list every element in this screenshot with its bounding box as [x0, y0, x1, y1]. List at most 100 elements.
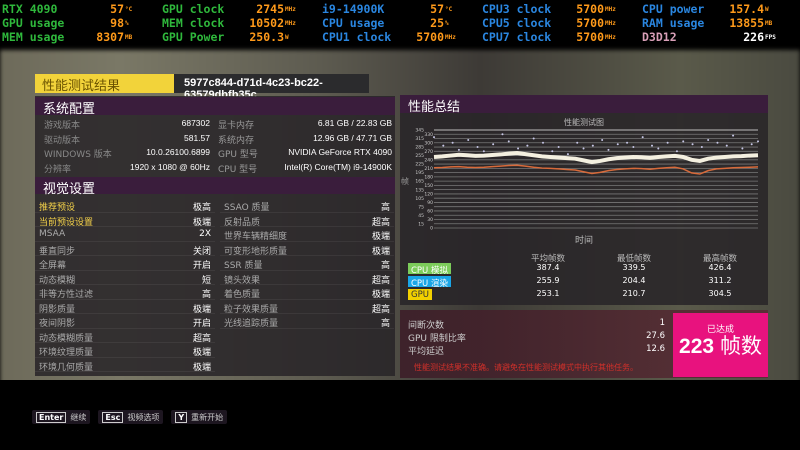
- setting-label: 动态模糊: [39, 275, 76, 286]
- scatter-point: [566, 153, 569, 156]
- system-label: 系统内存: [218, 135, 255, 146]
- overlay-row: MEM clock 10502MHz: [162, 16, 296, 31]
- setting-label: 垂直同步: [39, 246, 76, 257]
- setting-label: 全屏幕: [39, 261, 67, 271]
- hint-y[interactable]: Y 重新开始: [171, 410, 228, 424]
- y-tick-label: 270: [424, 149, 433, 155]
- scatter-point: [467, 138, 470, 141]
- y-tick-label: 150: [424, 183, 433, 189]
- stat-value: 387.4: [536, 263, 560, 272]
- series-line-1: [433, 164, 759, 175]
- overlay-label: GPU clock: [162, 2, 225, 16]
- overlay-unit: %: [445, 20, 449, 27]
- overlay-value: 98: [110, 16, 124, 30]
- scatter-point: [700, 146, 703, 149]
- setting-row: 全屏幕 开启: [35, 256, 215, 271]
- setting-label: 动态模糊质量: [39, 333, 94, 344]
- system-value: 581.57: [184, 132, 210, 143]
- setting-label: 可变形地形质量: [224, 246, 288, 257]
- setting-value: 关闭: [192, 246, 211, 257]
- setting-label: 非等方性过滤: [39, 290, 94, 300]
- scatter-point: [482, 150, 485, 153]
- overlay-unit: MHz: [605, 20, 616, 27]
- visual-settings-header: 视觉设置: [35, 177, 395, 197]
- y-tick-label: 225: [415, 162, 424, 168]
- scatter-point: [682, 140, 685, 143]
- badge-value: 223: [679, 335, 715, 358]
- overlay-row: i9-14900K 57°C: [322, 2, 452, 17]
- overlay-label: CPU1 clock: [322, 30, 392, 44]
- column-header: 平均帧数: [530, 254, 565, 264]
- setting-value: 高: [380, 261, 390, 271]
- scatter-point: [476, 146, 479, 149]
- system-label: WINDOWS 版本: [44, 150, 112, 160]
- scatter-point: [716, 141, 719, 144]
- overlay-unit: MHz: [605, 34, 616, 41]
- column-header: 最高帧数: [702, 254, 737, 264]
- setting-value: 短: [201, 275, 211, 286]
- legend-cpu-模拟: CPU 模拟: [408, 263, 451, 276]
- hint-enter[interactable]: Enter 继续: [32, 410, 91, 424]
- overlay-row: MEM usage 8307MB: [2, 30, 132, 45]
- system-value: NVIDIA GeForce RTX 4090: [288, 147, 392, 157]
- setting-label: 夜间阴影: [39, 319, 76, 329]
- y-tick-label: 105: [415, 196, 424, 202]
- overlay-row: RTX 4090 57°C: [2, 2, 132, 17]
- legend-cpu-渲染: CPU 渲染: [408, 276, 451, 289]
- overlay-row: RAM usage 13855MB: [642, 16, 773, 31]
- scatter-point: [675, 150, 678, 153]
- setting-value: 极端: [371, 232, 390, 242]
- overlay-unit: W: [285, 34, 289, 41]
- y-tick-label: 240: [424, 157, 433, 163]
- scatter-point: [433, 136, 435, 139]
- setting-value: 高: [201, 290, 211, 300]
- overlay-label: GPU usage: [2, 16, 65, 30]
- overlay-row: GPU clock 2745MHz: [162, 2, 296, 17]
- system-value: 6.81 GB / 22.83 GB: [317, 118, 392, 128]
- overlay-label: CPU3 clock: [482, 2, 552, 16]
- system-label: 显卡内存: [218, 121, 255, 131]
- stat-value: 27.6: [646, 331, 665, 341]
- setting-row: 垂直同步 关闭: [35, 242, 215, 257]
- stat-label: 平均延迟: [408, 347, 445, 357]
- setting-value: 高: [380, 203, 390, 213]
- overlay-unit: MHz: [285, 6, 296, 13]
- setting-label: 世界车辆精细度: [224, 232, 288, 242]
- setting-value: 极高: [192, 203, 211, 213]
- hint-esc[interactable]: Esc 视频选项: [98, 410, 164, 424]
- scatter-point: [507, 140, 510, 143]
- scatter-point: [632, 146, 635, 149]
- overlay-row: GPU usage 98%: [2, 16, 129, 31]
- overlay-value: 226: [743, 30, 764, 44]
- setting-value: 极端: [371, 246, 390, 257]
- y-tick-label: 315: [415, 136, 424, 142]
- key-esc-icon: Esc: [102, 411, 124, 423]
- y-tick-label: 45: [418, 213, 424, 219]
- setting-label: 环境纹理质量: [39, 348, 94, 358]
- overlay-value: 8307: [96, 30, 124, 44]
- key-enter-icon: Enter: [36, 411, 67, 423]
- hint-label: 重新开始: [191, 412, 224, 422]
- overlay-label: MEM clock: [162, 16, 225, 30]
- setting-label: 光线追踪质量: [224, 319, 279, 329]
- scatter-point: [657, 147, 660, 150]
- overlay-row: CPU usage 25%: [322, 16, 449, 31]
- setting-value: 开启: [192, 261, 211, 271]
- y-tick-label: 165: [415, 179, 424, 185]
- left-panel: [35, 96, 395, 376]
- setting-label: 镜头效果: [224, 275, 261, 286]
- overlay-label: CPU7 clock: [482, 30, 552, 44]
- system-value: 10.0.26100.6899: [146, 147, 210, 157]
- system-config-header: 系统配置: [35, 97, 395, 117]
- overlay-unit: W: [765, 6, 769, 13]
- setting-row: 环境几何质量 极端: [35, 358, 215, 373]
- scatter-point: [741, 147, 744, 150]
- stat-value: 210.7: [622, 289, 646, 298]
- setting-value: 极端: [192, 362, 211, 373]
- stat-value: 1: [659, 318, 665, 328]
- setting-value: 极端: [371, 290, 390, 300]
- setting-row: 夜间阴影 开启: [35, 314, 215, 329]
- setting-value: 高: [380, 319, 390, 329]
- overlay-unit: MB: [765, 20, 773, 27]
- y-tick-label: 60: [427, 209, 433, 215]
